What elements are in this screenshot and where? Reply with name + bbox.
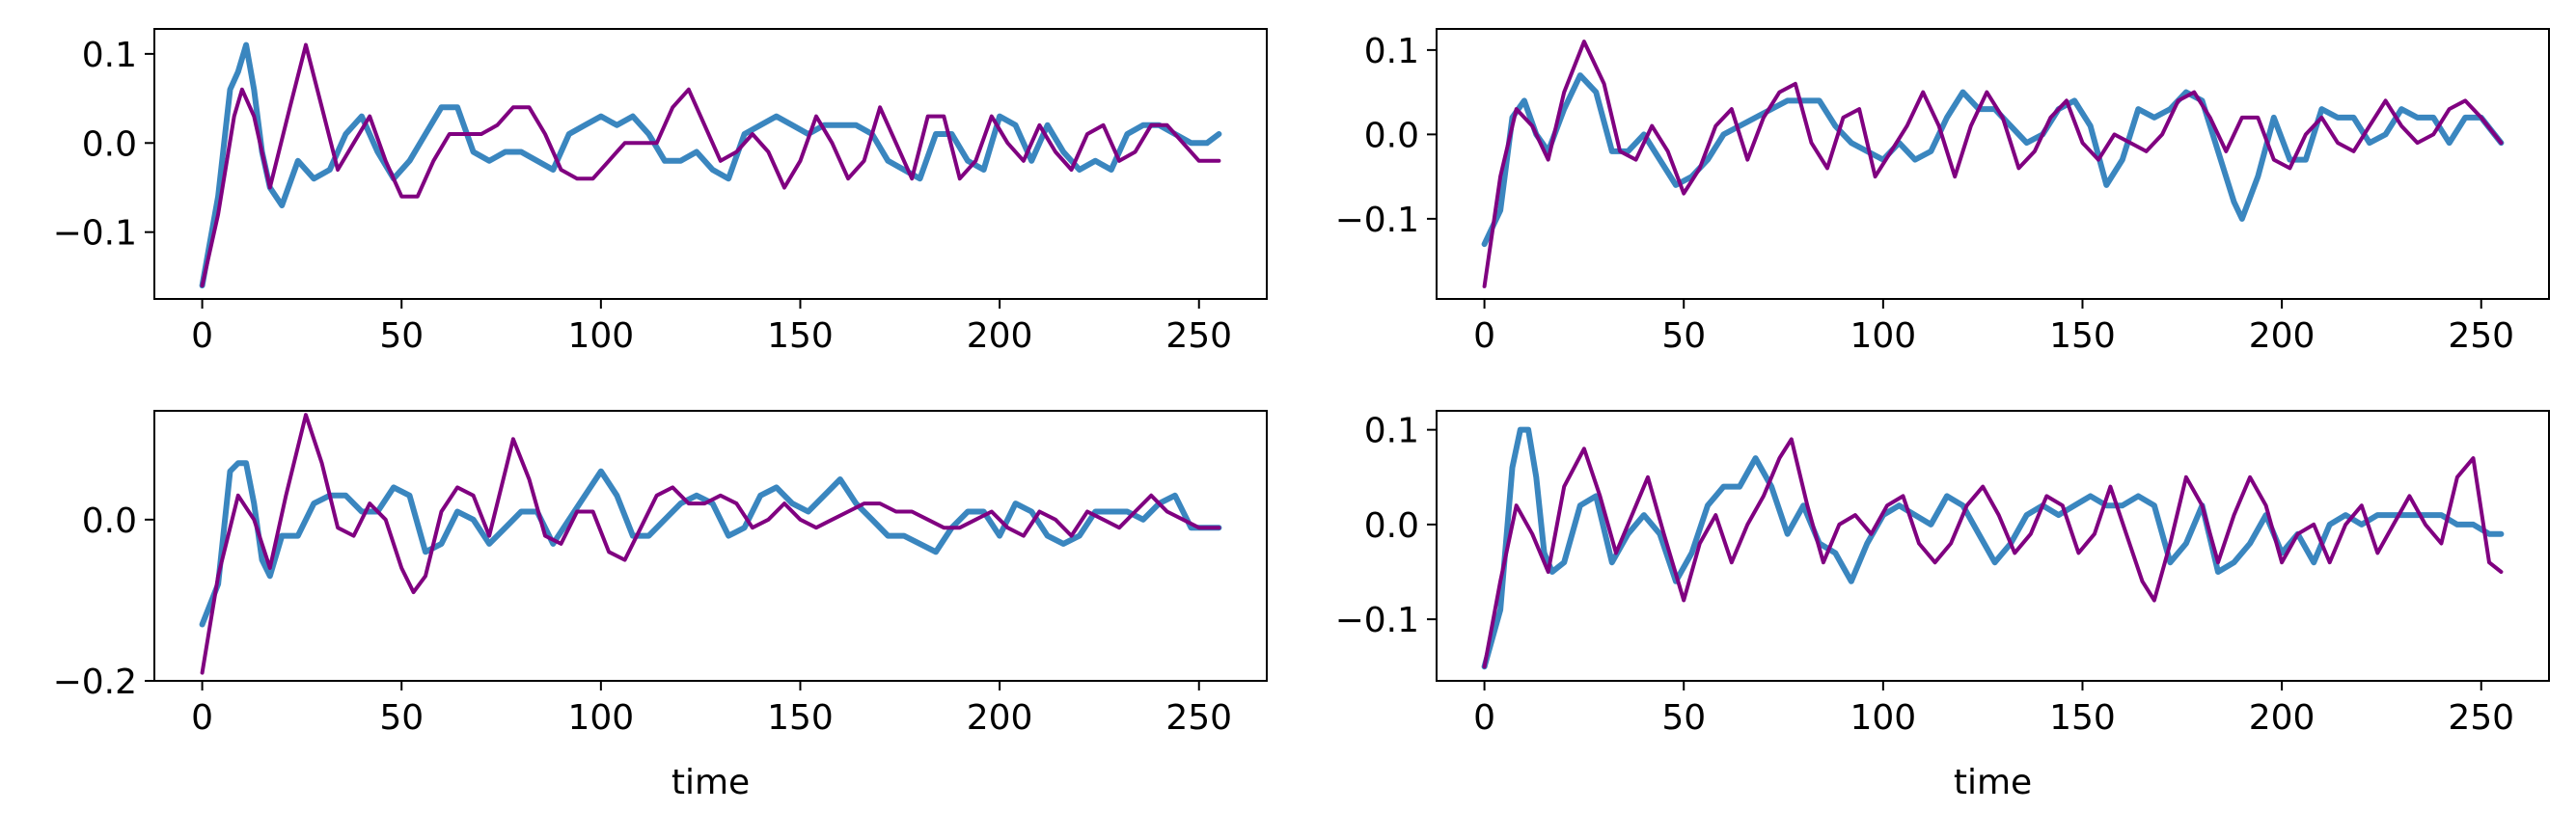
y-tick-label: −0.1 [1335,201,1419,240]
x-tick-label: 150 [767,316,834,356]
x-tick-label: 250 [1165,698,1232,738]
subplot-bottom-right: 0 50 100 150 200 250 −0.1 0.0 0.1 time [1335,410,2550,802]
x-axis-title: time [1954,763,2032,802]
x-tick-label: 50 [1661,698,1706,738]
x-tick-label: 200 [2249,316,2316,356]
series-line-2 [1482,437,2504,669]
x-tick-label: 150 [2049,316,2116,356]
y-tick-label: −0.1 [53,214,137,254]
y-tick-label: 0.1 [1364,32,1419,71]
x-axis-title: time [671,763,750,802]
x-tick-label: 0 [191,698,213,738]
x-tick-label: 100 [567,316,634,356]
x-tick-label: 0 [191,316,213,356]
x-tick-label: 150 [767,698,834,738]
subplot-bottom-left: 0 50 100 150 200 250 −0.2 0.0 time [53,410,1268,802]
y-tick-label: 0.0 [82,124,137,164]
series-line-2 [200,413,1221,675]
x-tick-label: 0 [1473,698,1495,738]
axes-frame [153,410,1268,682]
subplot-top-left: 0 50 100 150 200 250 −0.1 0.0 0.1 [53,28,1268,356]
x-tick-label: 250 [2448,698,2514,738]
x-tick-label: 50 [379,698,424,738]
x-tick-label: 100 [567,698,634,738]
x-tick-label: 200 [967,316,1033,356]
y-tick-label: 0.0 [1364,506,1419,546]
x-tick-label: 200 [2249,698,2316,738]
y-tick-label: 0.1 [1364,412,1419,451]
x-tick-label: 250 [1165,316,1232,356]
x-tick-label: 50 [379,316,424,356]
series-line-2 [1482,40,2504,288]
y-tick-label: 0.0 [82,501,137,541]
x-tick-label: 50 [1661,316,1706,356]
series-line-2 [200,42,1221,288]
axes-frame [1436,28,2550,300]
subplot-top-right: 0 50 100 150 200 250 −0.1 0.0 0.1 [1335,28,2550,356]
y-tick-label: −0.2 [53,663,137,702]
axes-frame [153,28,1268,300]
x-tick-label: 100 [1850,698,1916,738]
x-tick-label: 150 [2049,698,2116,738]
x-tick-label: 200 [967,698,1033,738]
x-tick-label: 0 [1473,316,1495,356]
x-tick-label: 250 [2448,316,2514,356]
y-tick-label: −0.1 [1335,601,1419,640]
x-tick-label: 100 [1850,316,1916,356]
y-tick-label: 0.0 [1364,116,1419,155]
y-tick-label: 0.1 [82,36,137,75]
series-line-1 [1481,426,2505,670]
series-line-1 [199,460,1222,628]
series-line-1 [1481,72,2505,248]
axes-frame [1436,410,2550,682]
